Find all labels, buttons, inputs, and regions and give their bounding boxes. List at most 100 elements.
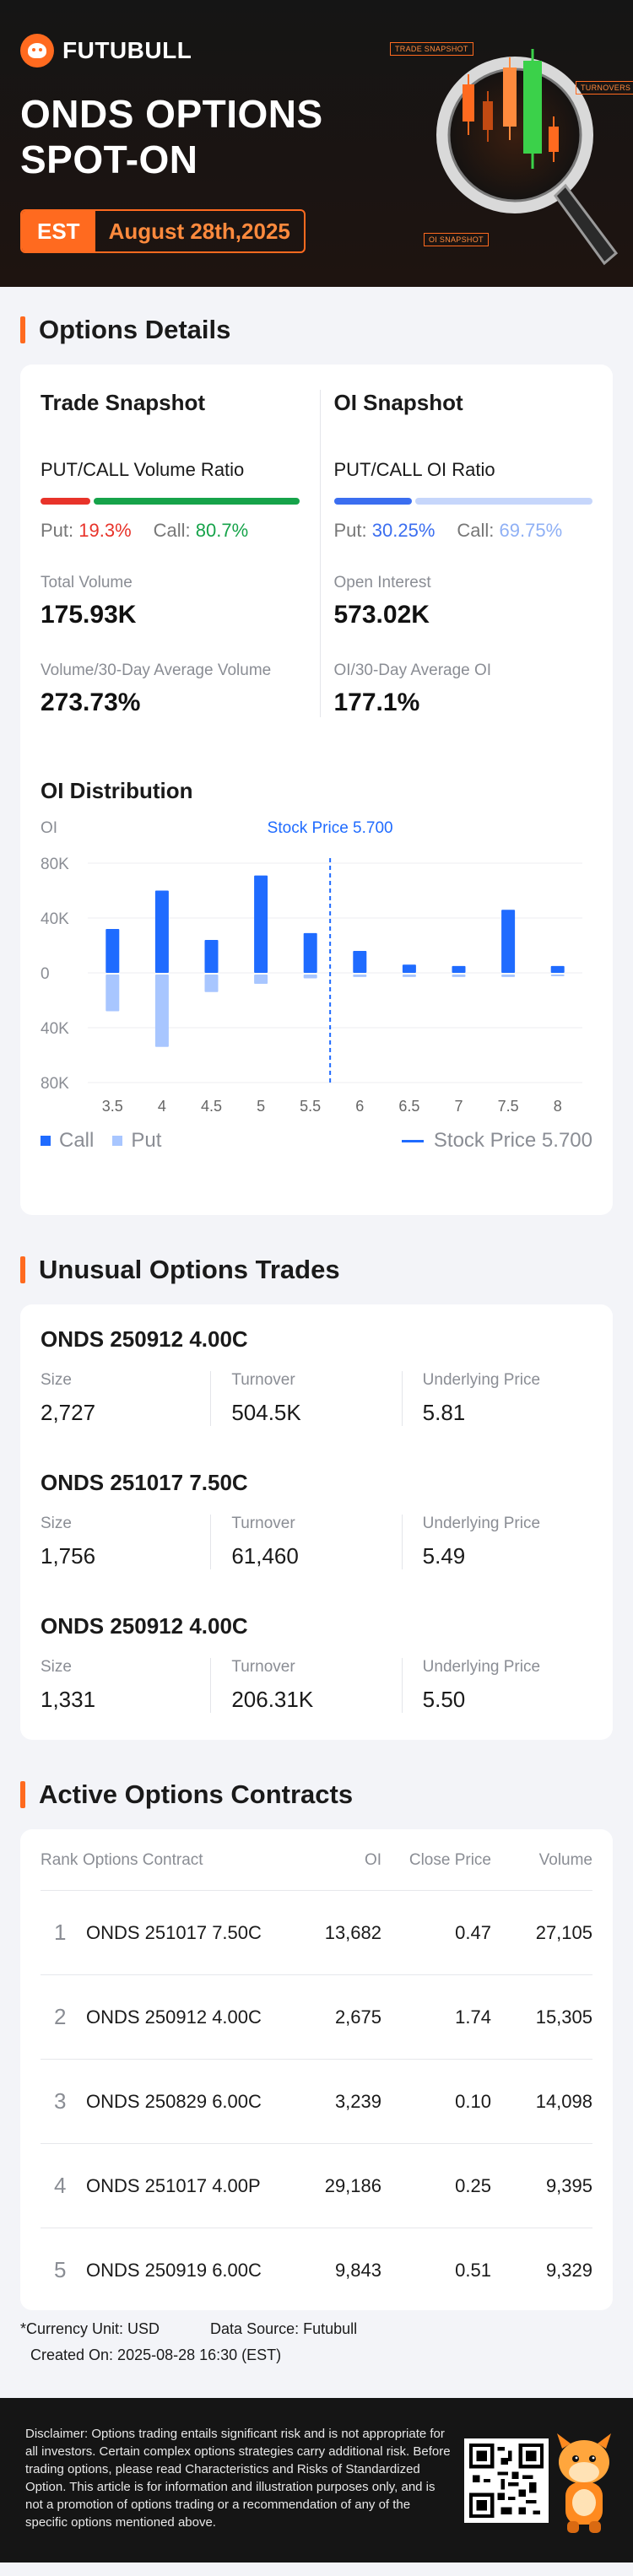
col-contract: Options Contract [83,1851,203,1869]
put-bar [106,975,120,1012]
row-oi: 13,682 [324,1921,381,1943]
row-volume: 9,329 [545,2259,592,2281]
section-options-details: Options Details [20,315,613,344]
brand-logo: FUTUBULL [20,34,192,68]
row-oi: 2,675 [334,2006,381,2028]
section-title: Active Options Contracts [39,1779,354,1809]
put-label: Put: [41,520,74,541]
row-rank: 5 [54,2257,67,2282]
call-bar [303,932,317,973]
x-tick-label: 5 [257,1098,265,1115]
x-tick-label: 7.5 [498,1098,519,1115]
options-details-card: Trade Snapshot PUT/CALL Volume Ratio Put… [20,365,613,1215]
avg-oi-value: 177.1% [333,689,420,716]
call-bar [254,875,268,973]
col-oi: OI [364,1851,381,1869]
underlying-value: 5.81 [422,1400,466,1425]
y-tick-label: 80K [41,856,69,873]
y-tick-label: 40K [41,910,69,928]
row-rank: 2 [54,2004,67,2029]
avg-oi-label: OI/30-Day Average OI [333,662,492,679]
date-badge: EST August 28th,2025 [20,209,306,253]
x-tick-label: 6 [355,1098,364,1115]
disclaimer-footer: Disclaimer: Options trading entails sign… [0,2398,633,2562]
row-contract: ONDS 250919 6.00C [86,2259,262,2281]
open-interest-value: 573.02K [333,601,430,629]
avg-volume-label: Volume/30-Day Average Volume [41,662,272,679]
turnover-label: Turnover [231,1371,295,1389]
volume-ratio-values: Put: 19.3% Call: 80.7% [41,520,300,542]
row-close-price: 0.25 [455,2174,491,2196]
put-bar [254,975,268,984]
row-close-price: 0.51 [455,2259,491,2281]
table-row: 1 ONDS 251017 7.50C 13,682 0.47 27,105 [41,1890,592,1974]
x-tick-label: 6.5 [398,1098,419,1115]
header-banner: FUTUBULL ONDS OPTIONS SPOT-ON EST August… [0,0,633,287]
data-source-note: Data Source: Futubull [210,2320,358,2337]
oi-distribution-title: OI Distribution [41,778,193,803]
section-accent-bar [20,1781,25,1808]
tag-trade-snapshot: TRADE SNAPSHOT [390,42,473,56]
call-bar [154,890,169,973]
stock-price-swatch [401,1139,424,1142]
row-rank: 3 [54,2088,67,2114]
call-bar [353,951,367,973]
row-oi: 3,239 [334,2090,381,2112]
trade-contract-name: ONDS 250912 4.00C [41,1326,248,1352]
underlying-value: 5.49 [422,1543,466,1569]
put-bar [353,975,367,977]
disclaimer-text: Disclaimer: Options trading entails sign… [25,2427,451,2530]
call-bar [452,965,466,973]
size-label: Size [41,1658,72,1676]
bull-mascot-icon [557,2433,611,2533]
section-accent-bar [20,1256,25,1283]
row-volume: 15,305 [535,2006,592,2028]
unusual-trades-card: ONDS 250912 4.00C Size 2,727 Turnover 504.… [20,1304,613,1740]
created-on-note: Created On: 2025-08-28 16:30 (EST) [30,2346,282,2363]
turnover-label: Turnover [231,1515,295,1532]
call-label: Call: [153,520,191,541]
row-volume: 27,105 [535,1921,592,1943]
call-segment [415,498,592,505]
size-value: 2,727 [41,1400,96,1425]
section-title: Unusual Options Trades [39,1255,340,1284]
trade-contract-name: ONDS 250912 4.00C [41,1613,248,1639]
report-date: August 28th,2025 [108,218,290,244]
put-swatch [112,1136,123,1146]
col-rank: Rank [41,1851,78,1869]
row-rank: 4 [54,2173,67,2198]
underlying-label: Underlying Price [422,1371,541,1389]
trade-snapshot-title: Trade Snapshot [41,390,206,415]
put-bar [154,975,169,1047]
chart-legend: Call Put Stock Price 5.700 [20,1124,613,1158]
table-row: 3 ONDS 250829 6.00C 3,239 0.10 14,098 [41,2059,592,2143]
row-contract: ONDS 251017 4.00P [86,2174,261,2196]
call-value: 80.7% [195,520,249,541]
y-tick-label: 80K [41,1075,69,1093]
put-bar [501,975,516,977]
tag-oi-snapshot: OI SNAPSHOT [424,233,489,246]
oi-ratio-values: Put: 30.25% Call: 69.75% [334,520,593,542]
call-bar [550,965,565,973]
col-close-price: Close Price [408,1851,491,1869]
x-tick-label: 5.5 [300,1098,321,1115]
legend-stock-price: Stock Price 5.700 [401,1129,592,1153]
currency-note: *Currency Unit: USD [20,2320,160,2337]
total-volume-value: 175.93K [41,601,137,629]
section-accent-bar [20,316,25,343]
call-swatch [41,1136,51,1146]
put-bar [303,975,317,979]
call-value: 69.75% [499,520,563,541]
oi-snapshot-title: OI Snapshot [333,390,463,415]
qr-code-icon [464,2438,549,2523]
oi-distribution-chart: OI 80K 40K 0 40K 80K 3.5 4 4.5 5 5.5 6 6.5 7 7.5 8 Stock… [41,819,582,1115]
tag-turnovers: TURNOVERS [576,81,633,95]
avg-volume-value: 273.73% [41,689,141,716]
size-value: 1,331 [41,1687,96,1712]
trade-snapshot: Trade Snapshot PUT/CALL Volume Ratio Put… [20,390,320,717]
x-tick-label: 3.5 [102,1098,123,1115]
call-bar [402,964,416,973]
legend-put-label: Put [131,1129,162,1152]
size-label: Size [41,1371,72,1389]
row-volume: 9,395 [545,2174,592,2196]
